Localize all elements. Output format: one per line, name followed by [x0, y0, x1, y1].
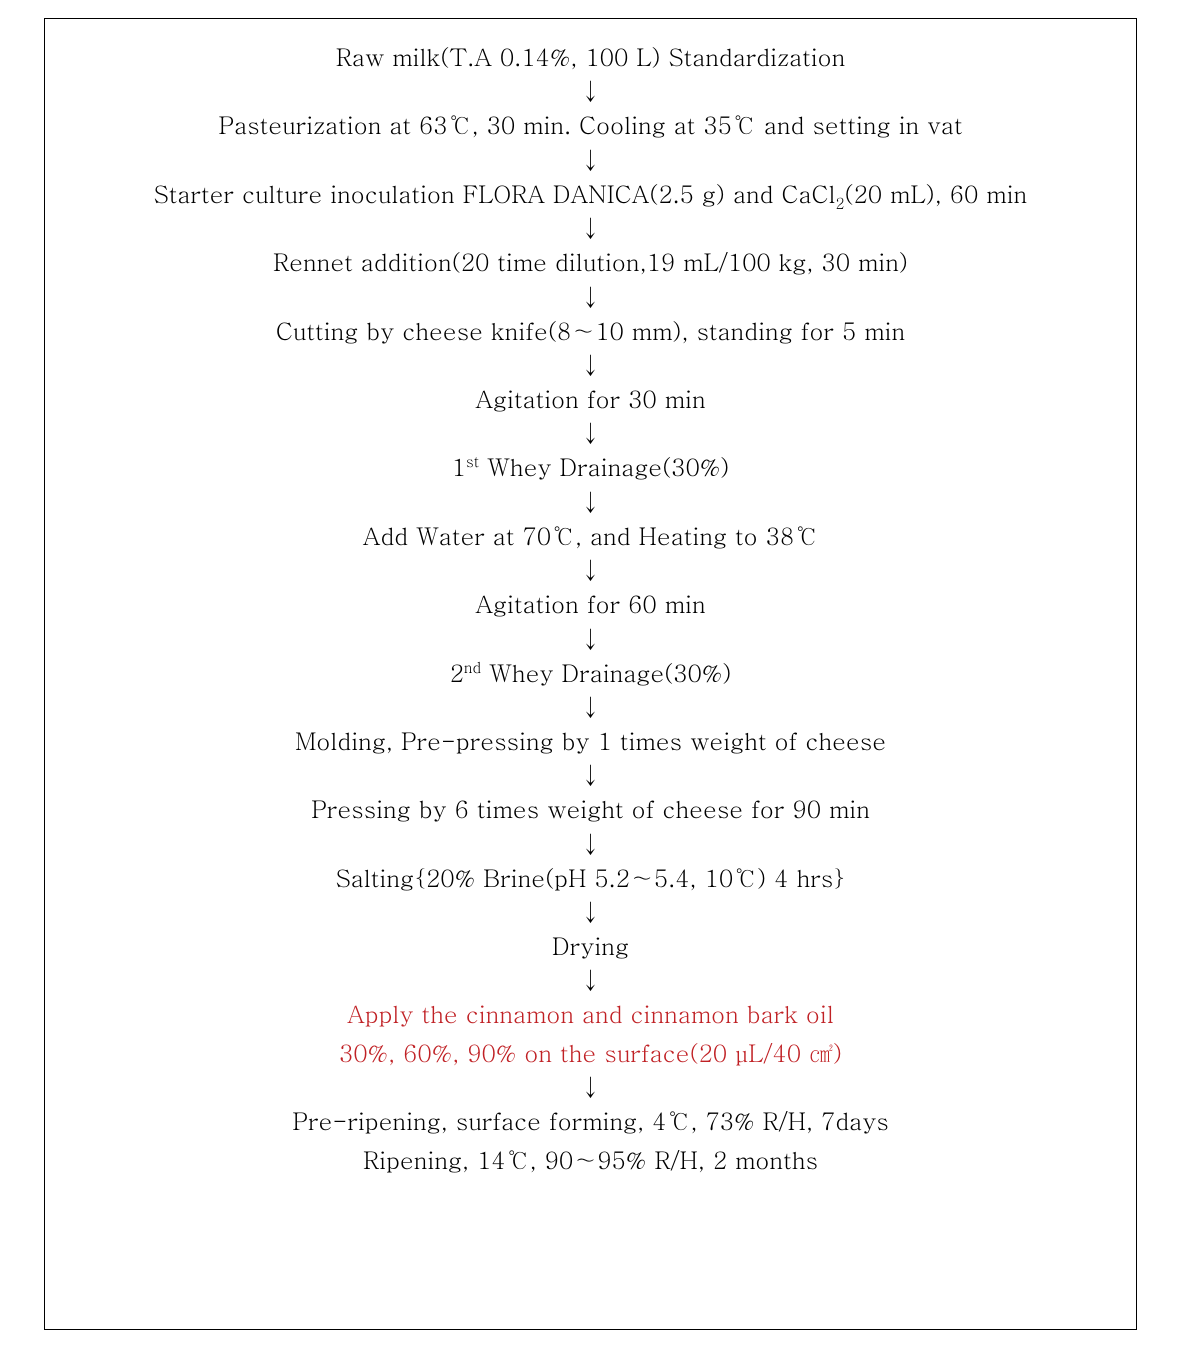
arrow-icon: ↓	[582, 828, 600, 858]
step-cutting: Cutting by cheese knife(8∼10 mm), standi…	[276, 311, 905, 349]
arrow-icon: ↓	[582, 896, 600, 926]
arrow-icon: ↓	[582, 144, 600, 174]
step-1st-whey: 1st Whey Drainage(30%)	[452, 447, 730, 485]
arrow-icon: ↓	[582, 691, 600, 721]
arrow-icon: ↓	[582, 1071, 600, 1101]
step-apply-cinnamon-line2: 30%, 60%, 90% on the surface(20 µL/40 ㎠)	[339, 1033, 842, 1071]
step-apply-cinnamon: Apply the cinnamon and cinnamon bark oil…	[339, 994, 842, 1071]
arrow-icon: ↓	[582, 349, 600, 379]
step-ripening-line2: Ripening, 14℃, 90∼95% R/H, 2 months	[363, 1140, 818, 1178]
step-add-water: Add Water at 70℃, and Heating to 38℃	[363, 516, 818, 554]
step-ripening-line1: Pre-ripening, surface forming, 4℃, 73% R…	[292, 1101, 889, 1139]
step-pasteurization: Pasteurization at 63℃, 30 min. Cooling a…	[218, 105, 962, 143]
step-pressing: Pressing by 6 times weight of cheese for…	[311, 789, 870, 827]
step-ripening: Pre-ripening, surface forming, 4℃, 73% R…	[292, 1101, 889, 1178]
arrow-icon: ↓	[582, 212, 600, 242]
arrow-icon: ↓	[582, 964, 600, 994]
arrow-icon: ↓	[582, 417, 600, 447]
page: Raw milk(T.A 0.14%, 100 L) Standardizati…	[0, 0, 1181, 1348]
arrow-icon: ↓	[582, 623, 600, 653]
step-starter-culture: Starter culture inoculation FLORA DANICA…	[154, 174, 1027, 212]
step-2nd-whey: 2nd Whey Drainage(30%)	[450, 653, 732, 691]
arrow-icon: ↓	[582, 281, 600, 311]
step-molding: Molding, Pre-pressing by 1 times weight …	[295, 721, 886, 759]
step-raw-milk: Raw milk(T.A 0.14%, 100 L) Standardizati…	[336, 37, 846, 75]
flowchart-frame: Raw milk(T.A 0.14%, 100 L) Standardizati…	[44, 18, 1137, 1330]
step-apply-cinnamon-line1: Apply the cinnamon and cinnamon bark oil	[347, 994, 834, 1032]
step-rennet: Rennet addition(20 time dilution,19 mL/1…	[273, 242, 908, 280]
arrow-icon: ↓	[582, 759, 600, 789]
arrow-icon: ↓	[582, 75, 600, 105]
step-agitation-60: Agitation for 60 min	[475, 584, 705, 622]
arrow-icon: ↓	[582, 486, 600, 516]
arrow-icon: ↓	[582, 554, 600, 584]
step-drying: Drying	[552, 926, 629, 964]
step-salting: Salting{20% Brine(pH 5.2∼5.4, 10℃) 4 hrs…	[336, 858, 845, 896]
step-agitation-30: Agitation for 30 min	[475, 379, 705, 417]
